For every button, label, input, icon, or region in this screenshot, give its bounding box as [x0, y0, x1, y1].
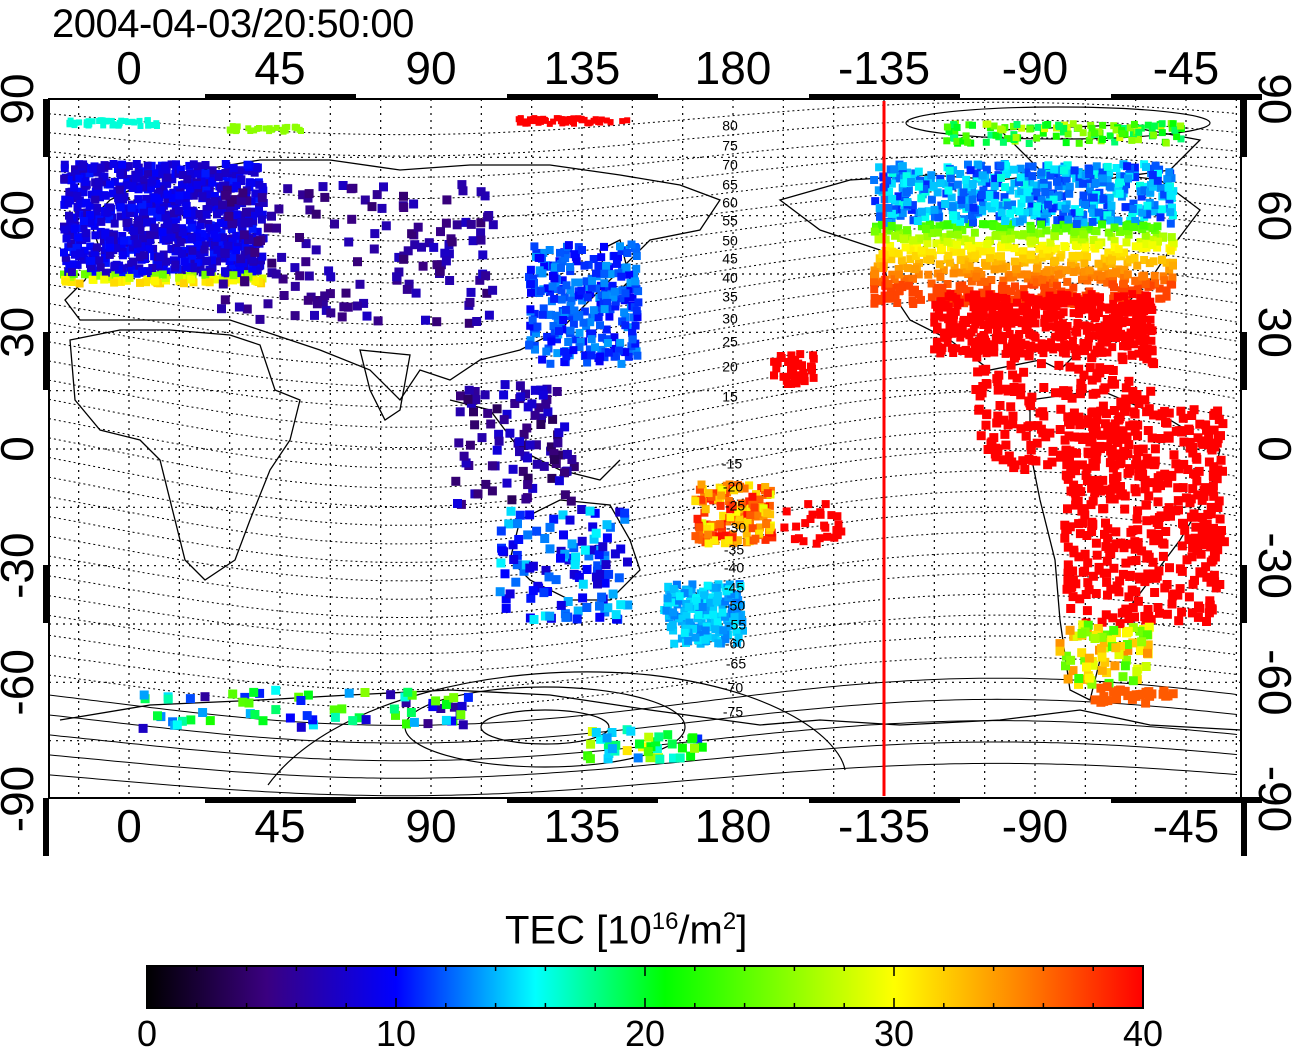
left-lat-tick-label: 30 — [0, 307, 43, 358]
contour-label: 60 — [722, 195, 738, 211]
left-lat-tick-label: -30 — [0, 532, 43, 598]
bottom-lon-tick-label: -45 — [1153, 800, 1219, 852]
right-lat-tick-label: 30 — [1249, 307, 1292, 358]
contour-label: 25 — [722, 334, 738, 350]
contour-label: -20 — [723, 479, 743, 495]
contour-label: 55 — [722, 213, 738, 229]
contour-label: 50 — [722, 233, 738, 249]
bottom-lon-tick-label: -90 — [1002, 800, 1068, 852]
top-lon-tick-label: 90 — [405, 42, 456, 94]
contour-label: -50 — [725, 598, 745, 614]
contour-label: -75 — [723, 704, 743, 720]
contour-label: 30 — [722, 311, 738, 327]
top-lon-tick-label: -135 — [838, 42, 930, 94]
colorbar-tick-40: 40 — [1122, 1013, 1164, 1054]
contour-label: -30 — [726, 520, 746, 536]
bottom-lon-tick-label: 45 — [254, 800, 305, 852]
contour-label: -45 — [724, 580, 744, 596]
left-lat-tick-label: 90 — [0, 73, 43, 124]
frame-bars — [43, 94, 1262, 856]
top-lon-tick-label: 180 — [695, 42, 772, 94]
contour-label: -60 — [725, 636, 745, 652]
colorbar-tick-10: 10 — [375, 1013, 417, 1054]
map-title: 2004-04-03/20:50:00 — [52, 2, 414, 46]
contour-label: 15 — [722, 389, 738, 405]
contour-label: 75 — [722, 138, 738, 154]
contour-label: 70 — [722, 157, 738, 173]
right-lat-tick-label: 60 — [1249, 190, 1292, 241]
colorbar-tick-30: 30 — [873, 1013, 915, 1054]
bottom-lon-tick-label: -135 — [838, 800, 930, 852]
top-lon-tick-label: 135 — [544, 42, 621, 94]
bottom-lon-tick-label: 90 — [405, 800, 456, 852]
contour-label: -65 — [726, 656, 746, 672]
bottom-lon-tick-label: 0 — [116, 800, 142, 852]
contour-label: -15 — [722, 456, 742, 472]
colorbar-tick-0: 0 — [136, 1013, 158, 1054]
contour-label: 40 — [722, 270, 738, 286]
contour-label: 35 — [722, 289, 738, 305]
tec-observations — [60, 115, 1229, 764]
contour-labels: 80 75 70 65 60 55 50 45 40 35 30 25 20 15 -15 -20 -25 -30… — [722, 118, 746, 720]
top-longitude-ticks: 0 45 90 135 180 -135 -90 -45 — [116, 42, 1219, 94]
right-lat-tick-label: -60 — [1249, 649, 1292, 715]
left-lat-tick-label: 60 — [0, 190, 43, 241]
contour-label: 45 — [722, 251, 738, 267]
right-lat-tick-label: -90 — [1249, 766, 1292, 832]
contour-label: -55 — [726, 617, 746, 633]
top-lon-tick-label: -45 — [1153, 42, 1219, 94]
bottom-longitude-ticks: 0 45 90 135 180 -135 -90 -45 — [116, 800, 1219, 852]
contour-label: -70 — [723, 680, 743, 696]
left-lat-tick-label: 0 — [0, 436, 43, 462]
left-lat-tick-label: -60 — [0, 649, 43, 715]
right-lat-tick-label: 0 — [1249, 436, 1292, 462]
contour-label: 80 — [722, 118, 738, 134]
contour-label: 20 — [722, 359, 738, 375]
colorbar-title: TEC [1016/m2] — [505, 908, 748, 953]
top-lon-tick-label: -90 — [1002, 42, 1068, 94]
colorbar-ticks — [146, 966, 1144, 1008]
top-lon-tick-label: 45 — [254, 42, 305, 94]
top-lon-tick-label: 0 — [116, 42, 142, 94]
contour-label: 65 — [722, 177, 738, 193]
contour-label: -35 — [724, 542, 744, 558]
contour-label: -25 — [725, 498, 745, 514]
right-lat-tick-label: 90 — [1249, 73, 1292, 124]
colorbar-tick-20: 20 — [624, 1013, 666, 1054]
right-lat-tick-label: -30 — [1249, 532, 1292, 598]
left-lat-tick-label: -90 — [0, 766, 43, 832]
contour-label: -40 — [724, 560, 744, 576]
left-latitude-ticks: 90 60 30 0 -30 -60 -90 — [0, 73, 43, 832]
right-latitude-ticks: 90 60 30 0 -30 -60 -90 — [1249, 73, 1292, 832]
bottom-lon-tick-label: 180 — [695, 800, 772, 852]
bottom-lon-tick-label: 135 — [544, 800, 621, 852]
